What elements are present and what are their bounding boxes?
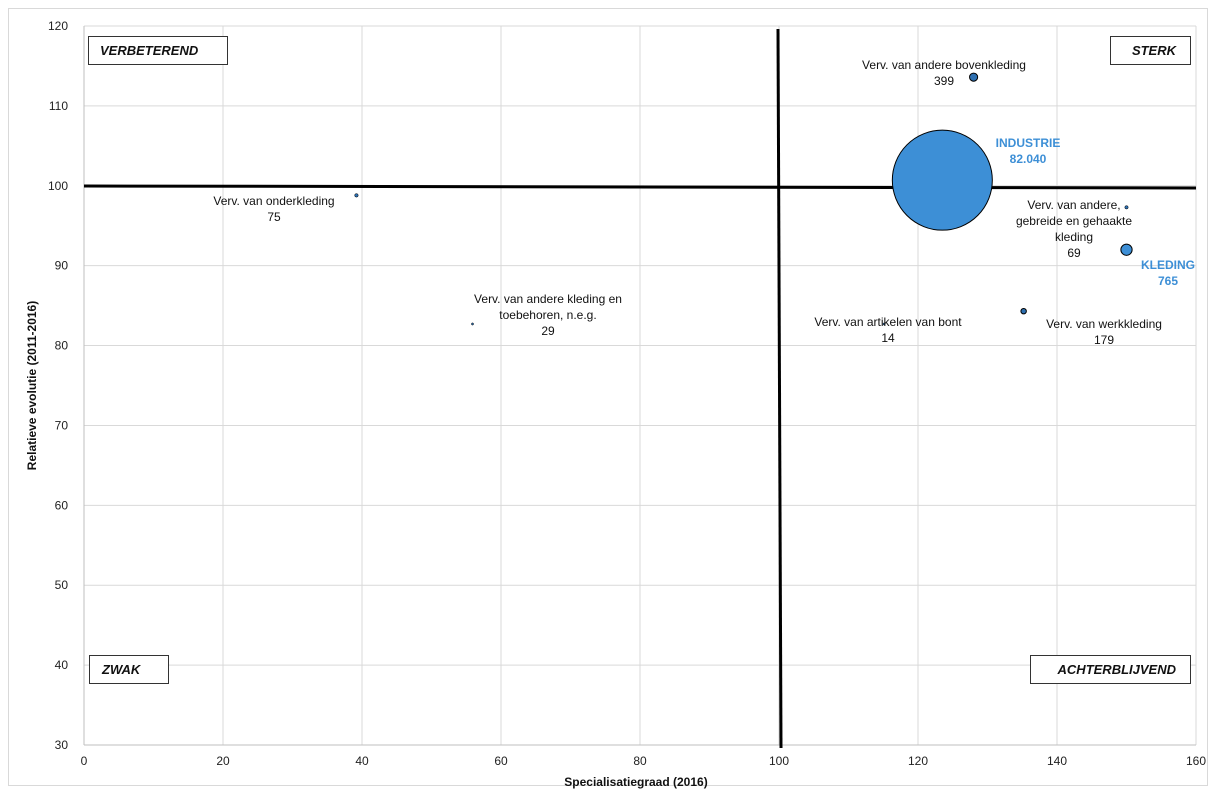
point-label: Verv. van werkkleding [1046, 317, 1162, 331]
y-tick-label: 80 [55, 339, 69, 353]
quadrant-label-top-left: VERBETEREND [100, 43, 199, 58]
point-value-label: 765 [1158, 274, 1178, 288]
point-value-label: 69 [1067, 246, 1081, 260]
point-value-label: 14 [881, 331, 895, 345]
x-tick-label: 160 [1186, 754, 1206, 768]
reference-line-vertical [776, 28, 783, 749]
point-label: KLEDING [1141, 258, 1195, 272]
y-tick-label: 120 [48, 19, 68, 33]
x-tick-label: 0 [81, 754, 88, 768]
x-tick-label: 60 [494, 754, 508, 768]
quadrant-label-bottom-left: ZWAK [101, 662, 142, 677]
point-label: Verv. van andere kleding en [474, 292, 622, 306]
y-tick-label: 90 [55, 259, 69, 273]
point-label: Verv. van andere bovenkleding [862, 58, 1026, 72]
point-label: Verv. van onderkleding [213, 194, 334, 208]
point-label: Verv. van artikelen van bont [814, 315, 962, 329]
bubble-point [882, 322, 886, 326]
x-tick-label: 80 [633, 754, 647, 768]
bubble-point [471, 322, 474, 326]
y-tick-label: 30 [55, 738, 69, 752]
y-tick-label: 70 [55, 418, 69, 432]
bubble-point [891, 129, 993, 231]
bubble-point [1020, 307, 1027, 315]
quadrant-box-top-left [88, 36, 228, 65]
quadrant-box-top-right [1110, 36, 1191, 65]
y-axis-title: Relatieve evolutie (2011-2016) [25, 301, 39, 470]
quadrant-box-bottom-left [89, 655, 169, 684]
y-tick-label: 100 [48, 179, 68, 193]
point-value-label: 82.040 [1010, 152, 1047, 166]
x-tick-label: 40 [355, 754, 369, 768]
point-value-label: 399 [934, 74, 954, 88]
point-value-label: 179 [1094, 333, 1114, 347]
bubble-point [1124, 205, 1129, 210]
point-label: kleding [1055, 230, 1093, 244]
point-value-label: 29 [541, 324, 555, 338]
y-tick-label: 40 [55, 658, 69, 672]
y-tick-label: 110 [49, 99, 68, 113]
x-tick-label: 140 [1047, 754, 1067, 768]
x-tick-label: 100 [769, 754, 789, 768]
point-label: toebehoren, n.e.g. [499, 308, 596, 322]
point-label: INDUSTRIE [996, 136, 1061, 150]
x-tick-label: 20 [216, 754, 230, 768]
y-tick-label: 60 [55, 498, 69, 512]
bubble-point [969, 72, 979, 82]
x-axis-title: Specialisatiegraad (2016) [564, 775, 707, 789]
bubble-point [354, 193, 359, 198]
x-tick-label: 120 [908, 754, 928, 768]
bubble-point [1120, 243, 1133, 256]
chart-frame [8, 8, 1208, 786]
quadrant-label-top-right: STERK [1132, 43, 1178, 58]
point-value-label: 75 [267, 210, 281, 224]
point-label: Verv. van andere, [1027, 198, 1120, 212]
point-label: gebreide en gehaakte [1016, 214, 1132, 228]
quadrant-box-bottom-right [1030, 655, 1191, 684]
reference-line-horizontal [83, 184, 1197, 190]
quadrant-label-bottom-right: ACHTERBLIJVEND [1057, 662, 1177, 677]
y-tick-label: 50 [55, 578, 69, 592]
